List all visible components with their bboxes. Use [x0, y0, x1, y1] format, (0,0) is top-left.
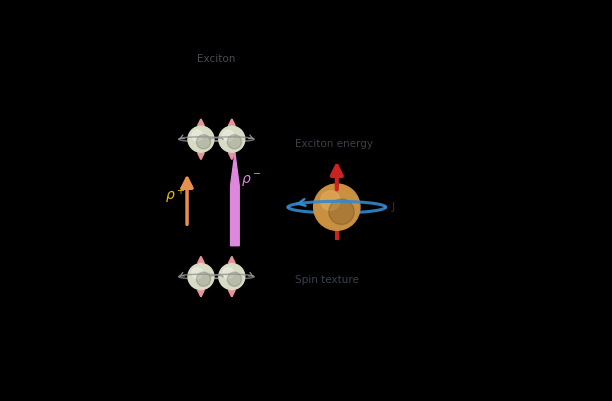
FancyArrow shape [231, 153, 239, 246]
Circle shape [196, 272, 211, 286]
Circle shape [219, 263, 245, 290]
Text: $\rho^+$: $\rho^+$ [165, 186, 185, 207]
Circle shape [188, 126, 214, 152]
Circle shape [223, 267, 234, 278]
Text: Spin texture: Spin texture [295, 275, 359, 285]
Circle shape [196, 135, 211, 149]
Text: Exciton energy: Exciton energy [295, 139, 373, 149]
Circle shape [188, 263, 214, 290]
Text: J: J [392, 202, 395, 212]
Circle shape [227, 135, 242, 149]
Circle shape [313, 184, 360, 230]
Circle shape [329, 199, 354, 225]
Circle shape [192, 130, 203, 141]
Circle shape [227, 272, 242, 286]
Text: Exciton: Exciton [197, 54, 236, 64]
Circle shape [219, 126, 245, 152]
Circle shape [321, 191, 340, 211]
Text: $\rho^-$: $\rho^-$ [241, 172, 261, 189]
Circle shape [192, 267, 203, 278]
Circle shape [223, 130, 234, 141]
